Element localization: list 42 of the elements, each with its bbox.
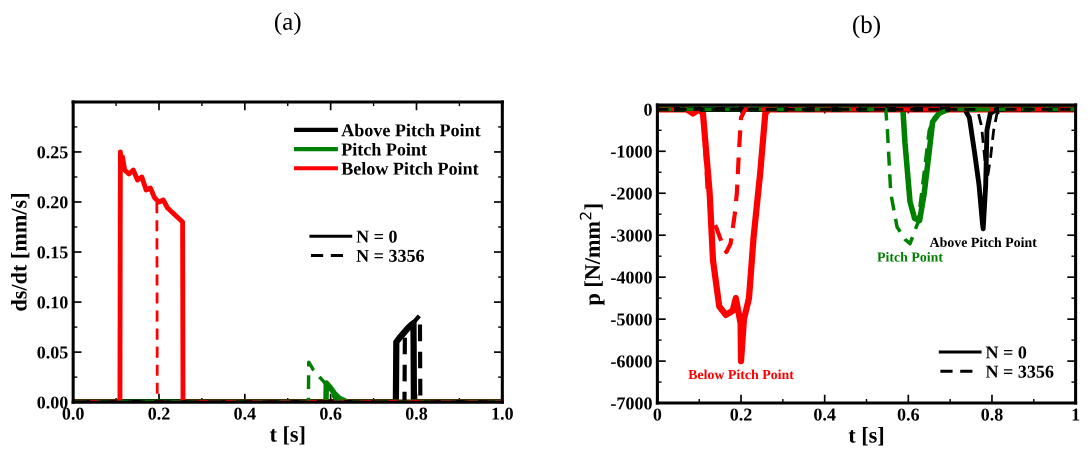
chart-title: (b) xyxy=(853,15,880,39)
y-axis-title: ds/dt [mm/s] xyxy=(11,194,30,311)
y-tick-label: 0.20 xyxy=(37,196,68,209)
annotation: Above Pitch Point xyxy=(929,237,1037,248)
y-tick-label: 0.10 xyxy=(37,296,68,309)
x-tick-label: 0.4 xyxy=(814,408,836,421)
x-axis-title: t [s] xyxy=(269,426,305,445)
x-tick-label: 0.0 xyxy=(62,407,84,420)
x-tick-label: 0.2 xyxy=(148,407,170,420)
x-tick-label: 0.8 xyxy=(981,408,1003,421)
x-tick-label: 1.0 xyxy=(492,407,513,420)
y-tick-label: 0.15 xyxy=(37,246,68,259)
annotation: Pitch Point xyxy=(877,251,943,262)
y-tick-label: 0.05 xyxy=(37,346,68,359)
x-tick-label: 0.8 xyxy=(405,407,428,420)
y-tick-label: 0.00 xyxy=(37,396,68,409)
x-tick-label: 0.6 xyxy=(897,408,920,421)
y-tick-label: -7000 xyxy=(611,397,652,410)
chart-title: (a) xyxy=(274,12,301,36)
y-tick-label: -4000 xyxy=(611,271,652,284)
x-tick-label: 1 xyxy=(1072,408,1080,421)
legend-label: Pitch Point xyxy=(341,142,427,156)
y-tick-label: 0 xyxy=(644,103,652,116)
y-axis-title: p [N/mm$^{2}$] xyxy=(579,204,605,306)
annotation: Below Pitch Point xyxy=(688,369,794,380)
x-axis-title: t [s] xyxy=(848,427,884,446)
y-tick-label: -1000 xyxy=(611,145,652,158)
x-tick-label: 0.2 xyxy=(730,408,752,421)
y-tick-label: -2000 xyxy=(611,187,652,200)
x-tick-label: 0 xyxy=(653,408,662,421)
x-tick-label: 0.4 xyxy=(234,407,256,420)
y-tick-label: -6000 xyxy=(611,355,652,368)
legend-label: Below Pitch Point xyxy=(341,162,479,175)
x-tick-label: 0.6 xyxy=(320,407,342,420)
annotation: N = 3356 xyxy=(985,365,1054,378)
y-tick-label: -3000 xyxy=(611,229,652,242)
annotation: N = 0 xyxy=(356,230,397,243)
legend-label: Above Pitch Point xyxy=(341,123,481,137)
annotation: N = 0 xyxy=(985,346,1027,359)
annotation: N = 3356 xyxy=(356,249,425,262)
y-tick-label: -5000 xyxy=(611,313,652,326)
y-tick-label: 0.25 xyxy=(37,146,68,159)
